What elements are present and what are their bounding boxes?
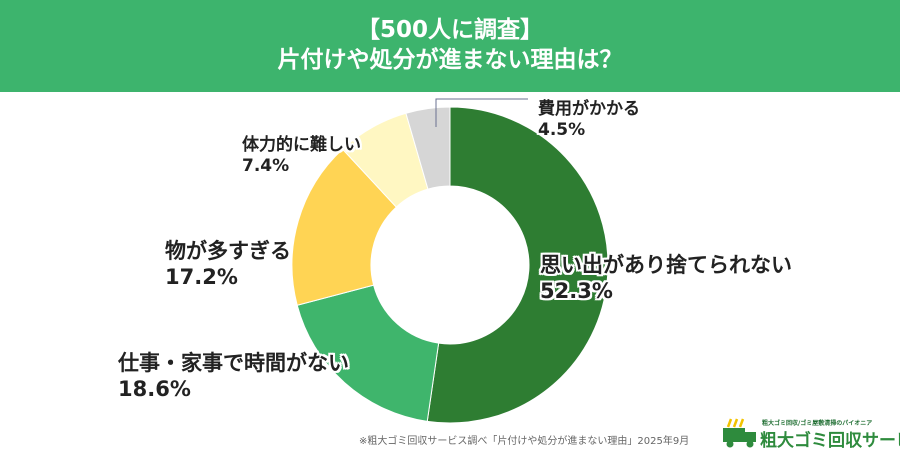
slice-0 — [426, 106, 609, 424]
title-line1: 【500人に調査】 — [356, 17, 543, 43]
truck-icon — [723, 418, 756, 448]
slice-label-1: 仕事・家事で時間がない 18.6% — [118, 351, 349, 402]
slice-4 — [405, 106, 451, 190]
slice-label-0: 思い出があり捨てられない 52.3% — [540, 253, 792, 304]
leader-line — [435, 98, 528, 127]
company-logo: 粗大ゴミ回収/ゴミ屋敷清掃のパイオニア 粗大ゴミ回収サービス — [722, 418, 900, 451]
slice-1 — [296, 284, 440, 422]
slice-2 — [291, 148, 397, 306]
title-line2: 片付けや処分が進まない理由は？ — [277, 47, 623, 73]
source-note: ※粗大ゴミ回収サービス調べ「片付けや処分が進まない理由」2025年9月 — [359, 436, 690, 447]
header-banner: 【500人に調査】 片付けや処分が進まない理由は？ — [0, 0, 900, 92]
slice-label-3: 体力的に難しい 7.4% — [242, 135, 361, 177]
slice-label-4: 費用がかかる 4.5% — [538, 99, 640, 141]
slice-label-2: 物が多すぎる 17.2% — [165, 239, 291, 290]
